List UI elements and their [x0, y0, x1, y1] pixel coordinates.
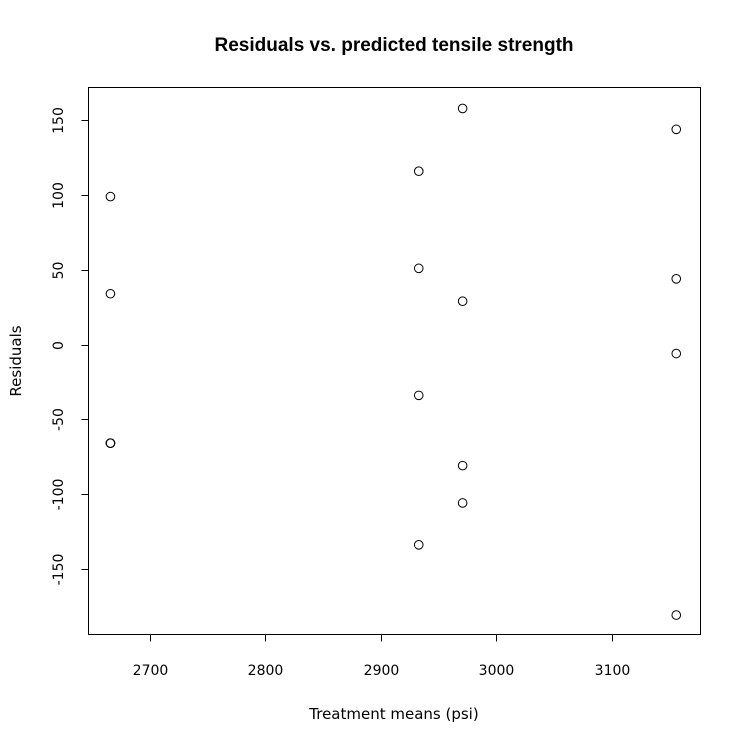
x-tick-label: 2700 — [133, 663, 169, 679]
data-point — [457, 460, 468, 471]
x-tick-label: 2800 — [248, 663, 284, 679]
data-point — [457, 103, 468, 114]
data-point — [413, 540, 424, 550]
y-tick-label: 50 — [51, 262, 67, 280]
data-point — [671, 610, 682, 620]
chart-title: Residuals vs. predicted tensile strength — [215, 35, 574, 56]
y-tick-label: 150 — [51, 107, 67, 134]
y-tick-label: -50 — [51, 408, 67, 431]
data-point — [671, 348, 682, 359]
data-point — [105, 288, 116, 299]
plot-frame — [88, 87, 701, 635]
y-tick-label: 100 — [51, 182, 67, 209]
data-point — [105, 438, 116, 448]
data-point — [413, 263, 424, 274]
x-axis-label: Treatment means (psi) — [308, 705, 478, 723]
data-point — [457, 296, 468, 307]
y-tick-label: -150 — [51, 554, 67, 586]
data-point — [413, 390, 424, 401]
data-point — [457, 498, 468, 508]
x-axis: 2700 2800 2900 3000 3100 — [133, 634, 631, 679]
data-points — [105, 103, 682, 620]
data-point — [413, 166, 424, 176]
x-tick-label: 2900 — [364, 663, 400, 679]
y-tick-label: 0 — [51, 341, 67, 350]
data-point — [105, 191, 116, 202]
y-axis: -150 -100 -50 0 50 100 150 — [51, 107, 89, 585]
y-axis-label: Residuals — [7, 325, 25, 396]
y-tick-label: -100 — [51, 479, 67, 511]
x-tick-label: 3100 — [595, 663, 631, 679]
x-tick-label: 3000 — [479, 663, 515, 679]
data-point — [671, 124, 682, 135]
data-point — [671, 274, 682, 284]
